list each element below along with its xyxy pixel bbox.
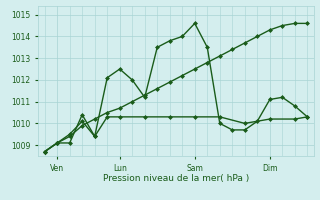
X-axis label: Pression niveau de la mer( hPa ): Pression niveau de la mer( hPa ) <box>103 174 249 183</box>
